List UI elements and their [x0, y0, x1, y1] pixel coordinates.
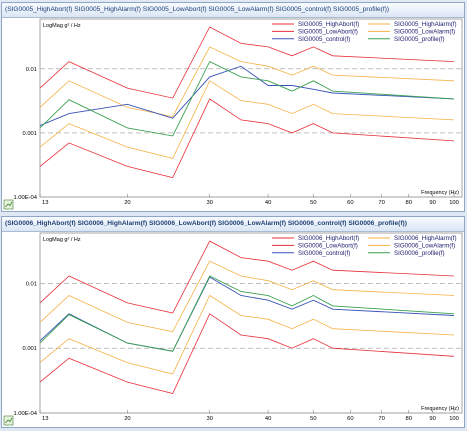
x-tick-label: 100	[449, 200, 459, 206]
x-axis-title: Frequency (Hz)	[421, 190, 459, 196]
x-tick-label: 13	[42, 416, 48, 422]
plot-area[interactable]: 0.01 0.001 1.00E-04 13 20 30 40 50 60 70 80 90 100 Lo…	[2, 231, 464, 427]
y-tick-label: 0.001	[22, 131, 37, 137]
legend-entry[interactable]: SIG0006_LowAlarm(f)	[394, 242, 455, 249]
x-tick-label: 30	[206, 416, 212, 422]
x-tick-label: 40	[265, 416, 271, 422]
series-line-6[interactable]	[39, 275, 455, 352]
legend-entry[interactable]: SIG0005_HighAlarm(f)	[394, 21, 457, 28]
legend-entry[interactable]: SIG0005_LowAbort(f)	[298, 28, 358, 35]
legend-background	[266, 234, 461, 261]
panel-title: (SIG0005_HighAbort(f) SIG0005_HighAlarm(…	[2, 3, 464, 18]
series-line-1[interactable]	[39, 240, 455, 314]
legend-entry[interactable]: SIG0005_profile(f)	[394, 36, 445, 43]
chart-svg[interactable]: 0.01 0.001 1.00E-04 13 20 30 40 50 60 70 80 90 100 Lo…	[2, 231, 464, 427]
series-line-6[interactable]	[39, 60, 455, 137]
y-tick-label: 0.001	[22, 346, 37, 352]
legend-entry[interactable]: SIG0006_profile(f)	[394, 250, 445, 257]
y-tick-label: 0.01	[26, 281, 37, 287]
x-tick-label: 50	[310, 416, 316, 422]
plot-area[interactable]: 0.01 0.001 1.00E-04 13 20 30 40 50 60 70 80 90 100 Lo…	[2, 17, 464, 211]
chart-panel-sig0005: (SIG0005_HighAbort(f) SIG0005_HighAlarm(…	[1, 2, 465, 212]
panel-title-text: (SIG0006_HighAbort(f) SIG0006_HighAlarm(…	[5, 220, 407, 227]
plot-frame	[39, 18, 463, 198]
series-line-2[interactable]	[39, 46, 455, 118]
chart-grid-icon[interactable]	[3, 415, 14, 426]
chart-grid-icon[interactable]	[3, 199, 14, 210]
y-tick-label: 1.00E-04	[13, 411, 37, 417]
y-axis-title: LogMag g² / Hz	[43, 237, 81, 243]
x-tick-label: 70	[378, 200, 384, 206]
plot-frame	[39, 232, 463, 414]
panel-title: (SIG0006_HighAbort(f) SIG0006_HighAlarm(…	[2, 217, 464, 232]
legend-entry[interactable]: SIG0006_control(f)	[298, 250, 350, 257]
x-tick-label: 20	[124, 200, 130, 206]
y-tick-label: 1.00E-04	[13, 195, 37, 201]
x-tick-label: 100	[449, 416, 459, 422]
x-tick-label: 40	[265, 200, 271, 206]
legend-entry[interactable]: SIG0005_control(f)	[298, 36, 350, 43]
chart-panel-sig0006: (SIG0006_HighAbort(f) SIG0006_HighAlarm(…	[1, 216, 465, 428]
panel-title-text: (SIG0005_HighAbort(f) SIG0005_HighAlarm(…	[5, 6, 390, 13]
x-tick-label: 13	[42, 200, 48, 206]
x-tick-label: 80	[406, 416, 412, 422]
legend-background	[266, 20, 461, 47]
x-tick-label: 90	[429, 200, 435, 206]
x-tick-label: 20	[124, 416, 130, 422]
x-tick-label: 60	[347, 200, 353, 206]
legend-entry[interactable]: SIG0006_LowAbort(f)	[298, 242, 358, 249]
y-tick-label: 0.01	[26, 67, 37, 73]
series-line-5[interactable]	[39, 65, 455, 127]
series-line-4[interactable]	[39, 80, 455, 159]
legend-entry[interactable]: SIG0006_HighAlarm(f)	[394, 235, 457, 242]
series-line-4[interactable]	[39, 294, 455, 375]
series-line-3[interactable]	[39, 98, 455, 179]
legend-entry[interactable]: SIG0005_LowAlarm(f)	[394, 28, 455, 35]
series-line-3[interactable]	[39, 313, 455, 394]
x-tick-label: 60	[347, 416, 353, 422]
series-line-1[interactable]	[39, 26, 455, 99]
x-tick-label: 50	[310, 200, 316, 206]
x-tick-label: 70	[378, 416, 384, 422]
x-tick-label: 30	[206, 200, 212, 206]
y-axis-title: LogMag g² / Hz	[43, 23, 81, 29]
legend-entry[interactable]: SIG0005_HighAbort(f)	[298, 21, 359, 28]
x-tick-label: 80	[406, 200, 412, 206]
series-line-2[interactable]	[39, 260, 455, 333]
chart-svg[interactable]: 0.01 0.001 1.00E-04 13 20 30 40 50 60 70 80 90 100 Lo…	[2, 17, 464, 211]
legend-entry[interactable]: SIG0006_HighAbort(f)	[298, 235, 359, 242]
x-tick-label: 90	[429, 416, 435, 422]
x-axis-title: Frequency (Hz)	[421, 406, 459, 412]
